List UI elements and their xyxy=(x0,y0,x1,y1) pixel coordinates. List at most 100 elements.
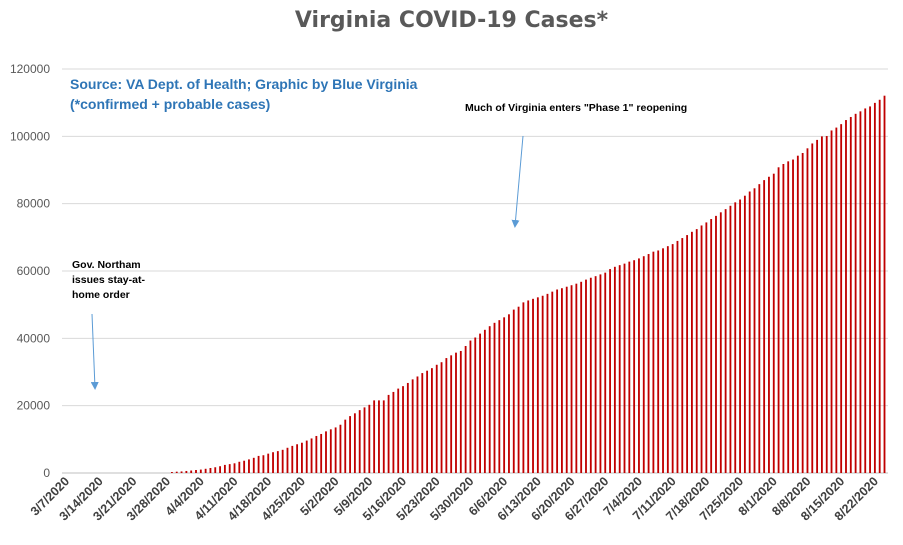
bar xyxy=(768,176,770,473)
x-axis-ticks: 3/7/20203/14/20203/21/20203/28/20204/4/2… xyxy=(28,474,881,523)
bar xyxy=(474,337,477,473)
bar xyxy=(353,413,356,473)
source-line: Source: VA Dept. of Health; Graphic by B… xyxy=(70,76,418,92)
bar xyxy=(199,469,202,473)
bar xyxy=(849,116,852,473)
bar xyxy=(666,246,669,473)
bar xyxy=(387,394,390,473)
bar xyxy=(613,266,616,473)
bar xyxy=(223,464,226,473)
bar xyxy=(556,289,559,473)
bar xyxy=(349,416,351,473)
bar xyxy=(671,244,674,473)
bar xyxy=(382,400,385,473)
bar xyxy=(623,263,626,473)
bar xyxy=(691,231,693,473)
bar xyxy=(276,451,279,473)
bar xyxy=(262,455,265,473)
bar xyxy=(373,400,376,473)
bar xyxy=(397,388,400,473)
bar xyxy=(830,130,833,473)
bar xyxy=(633,260,636,473)
bar xyxy=(715,215,717,473)
bar xyxy=(310,438,313,473)
bar xyxy=(180,471,183,473)
bar xyxy=(483,329,486,473)
bar xyxy=(686,235,689,473)
bar xyxy=(536,297,539,473)
bar xyxy=(296,444,299,473)
bar xyxy=(864,108,867,473)
bar xyxy=(782,164,785,473)
bar xyxy=(488,326,491,473)
bar xyxy=(662,248,664,473)
bar xyxy=(753,188,756,474)
bar xyxy=(416,376,419,473)
y-tick-label: 80000 xyxy=(17,197,51,211)
chart-title: Virginia COVID-19 Cases* xyxy=(294,8,609,33)
bar xyxy=(792,159,794,474)
bar xyxy=(426,370,429,473)
bar xyxy=(724,209,727,473)
bar xyxy=(878,99,881,474)
annotation-phase-1: Much of Virginia enters "Phase 1" reopen… xyxy=(465,102,688,114)
bar xyxy=(845,120,847,474)
bar xyxy=(185,470,188,473)
bar xyxy=(243,460,246,473)
y-tick-label: 40000 xyxy=(17,331,51,345)
bar xyxy=(796,155,799,473)
arrow-stay-at-home xyxy=(90,313,99,390)
annotation-arrows xyxy=(90,135,524,390)
bar xyxy=(435,364,438,473)
bar xyxy=(647,254,650,473)
bar xyxy=(541,295,544,473)
bar xyxy=(840,124,843,473)
bar xyxy=(378,400,380,473)
bar xyxy=(594,276,597,473)
bar xyxy=(286,447,289,473)
bar xyxy=(238,461,241,473)
bar xyxy=(580,281,583,473)
bar xyxy=(729,205,732,473)
bar xyxy=(739,199,741,473)
arrow-phase-1 xyxy=(511,135,524,228)
bar xyxy=(638,258,640,473)
bar xyxy=(743,195,746,473)
bar xyxy=(599,274,602,473)
bar xyxy=(171,472,173,473)
bar xyxy=(561,288,563,473)
bar xyxy=(233,463,236,473)
bar xyxy=(522,302,525,473)
bar xyxy=(642,256,645,473)
bar xyxy=(175,471,178,473)
bar xyxy=(190,470,193,473)
bar xyxy=(787,161,790,473)
y-tick-label: 60000 xyxy=(17,264,51,278)
y-tick-label: 0 xyxy=(43,466,50,480)
bar xyxy=(320,433,323,473)
bar xyxy=(772,173,775,473)
bar xyxy=(363,407,366,473)
bar xyxy=(479,333,481,473)
bar xyxy=(219,466,221,473)
bar xyxy=(498,320,501,473)
bar xyxy=(700,225,703,473)
bar xyxy=(334,427,337,473)
bar xyxy=(570,285,573,473)
annotation-stay-at-home: Gov. Northam issues stay-at-home order xyxy=(72,259,145,301)
chart-subtitle: Source: VA Dept. of Health; Graphic by B… xyxy=(70,74,417,114)
bar xyxy=(825,136,828,474)
bar xyxy=(503,317,506,473)
bar xyxy=(281,449,284,473)
bar xyxy=(811,143,814,473)
bar xyxy=(652,251,655,473)
bar xyxy=(869,106,871,474)
bar xyxy=(854,113,857,473)
bar xyxy=(609,269,611,473)
y-tick-label: 120000 xyxy=(10,62,50,76)
bar xyxy=(820,136,823,473)
bar xyxy=(883,95,886,473)
bar xyxy=(325,431,327,473)
bar xyxy=(628,261,631,473)
bar xyxy=(532,298,534,473)
